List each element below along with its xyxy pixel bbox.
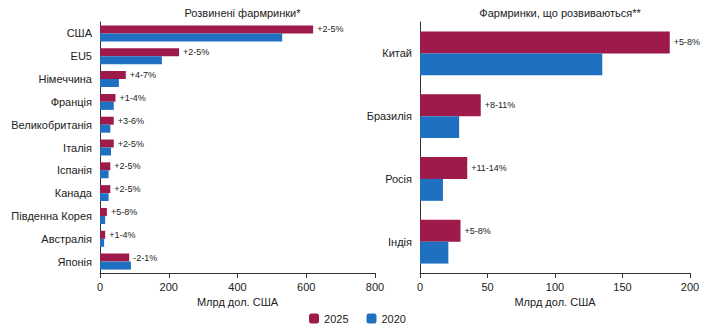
svg-text:Розвинені фармринки*: Розвинені фармринки*: [184, 7, 301, 19]
svg-text:+2-5%: +2-5%: [114, 184, 140, 194]
svg-text:100: 100: [546, 281, 564, 293]
svg-text:+5-8%: +5-8%: [111, 207, 137, 217]
svg-text:+1-4%: +1-4%: [109, 230, 135, 240]
svg-text:+2-5%: +2-5%: [114, 161, 140, 171]
svg-text:0: 0: [417, 281, 423, 293]
svg-text:200: 200: [681, 281, 699, 293]
svg-text:Канада: Канада: [55, 187, 93, 199]
svg-text:Росія: Росія: [385, 173, 412, 185]
svg-text:150: 150: [613, 281, 631, 293]
svg-text:0: 0: [97, 281, 103, 293]
svg-text:2020: 2020: [382, 313, 406, 325]
svg-text:Франція: Франція: [51, 96, 92, 108]
svg-text:+4-7%: +4-7%: [130, 70, 156, 80]
svg-text:Італія: Італія: [63, 142, 92, 154]
svg-text:Іспанія: Іспанія: [57, 164, 92, 176]
svg-text:EU5: EU5: [71, 50, 92, 62]
svg-text:Великобританія: Великобританія: [11, 119, 92, 131]
svg-text:Млрд дол. США: Млрд дол. США: [197, 296, 279, 308]
svg-text:Бразилія: Бразилія: [367, 110, 412, 122]
svg-text:Фармринки, що розвиваються**: Фармринки, що розвиваються**: [479, 7, 641, 19]
svg-text:+8-11%: +8-11%: [485, 100, 516, 110]
svg-text:+5-8%: +5-8%: [465, 226, 491, 236]
svg-text:+2-5%: +2-5%: [118, 139, 144, 149]
svg-text:600: 600: [297, 281, 315, 293]
svg-text:400: 400: [228, 281, 246, 293]
svg-text:Німеччина: Німеччина: [38, 73, 92, 85]
svg-text:2025: 2025: [324, 313, 348, 325]
svg-text:800: 800: [366, 281, 384, 293]
svg-text:+2-5%: +2-5%: [317, 24, 343, 34]
svg-text:-2-1%: -2-1%: [133, 253, 157, 263]
svg-text:Австралія: Австралія: [41, 233, 92, 245]
svg-text:+5-8%: +5-8%: [674, 37, 700, 47]
svg-text:+1-4%: +1-4%: [119, 93, 145, 103]
svg-text:Китай: Китай: [382, 47, 412, 59]
svg-text:Індія: Індія: [388, 236, 412, 248]
svg-text:Південна Корея: Південна Корея: [11, 210, 92, 222]
svg-text:Японія: Японія: [58, 256, 93, 268]
svg-text:Млрд дол. США: Млрд дол. США: [514, 296, 596, 308]
svg-text:200: 200: [160, 281, 178, 293]
svg-text:+3-6%: +3-6%: [118, 116, 144, 126]
svg-text:+11-14%: +11-14%: [471, 163, 507, 173]
svg-text:США: США: [67, 27, 93, 39]
svg-text:+2-5%: +2-5%: [183, 47, 209, 57]
svg-text:50: 50: [481, 281, 493, 293]
